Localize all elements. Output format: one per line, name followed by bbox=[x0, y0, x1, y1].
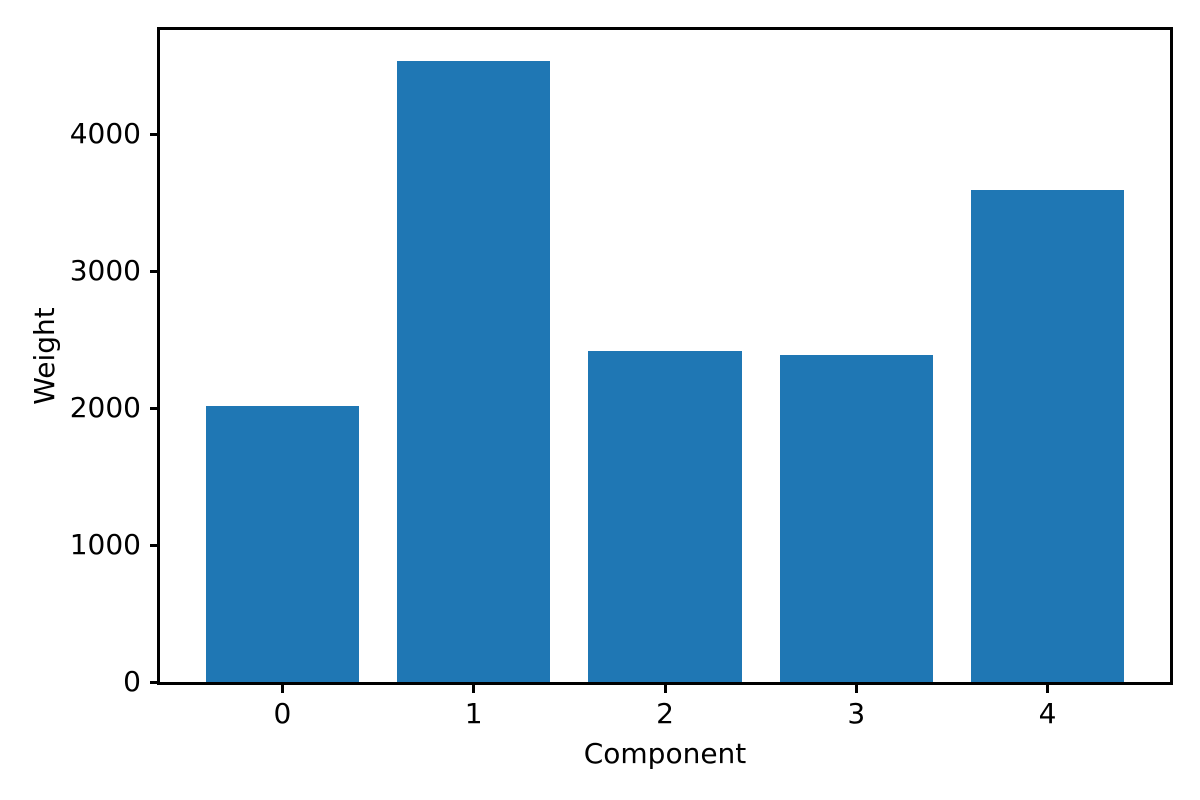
bar-component-3 bbox=[779, 354, 933, 682]
bar-component-0 bbox=[205, 405, 359, 682]
y-tick bbox=[150, 406, 160, 410]
y-tick-label: 4000 bbox=[69, 117, 141, 151]
bar-component-4 bbox=[971, 189, 1125, 682]
y-tick bbox=[150, 132, 160, 136]
y-tick-label: 1000 bbox=[69, 528, 141, 562]
x-tick-label: 0 bbox=[273, 697, 292, 730]
x-tick-label: 1 bbox=[464, 697, 483, 730]
x-tick-label: 2 bbox=[656, 697, 674, 730]
y-tick bbox=[150, 680, 160, 684]
y-tick bbox=[150, 269, 160, 273]
x-tick bbox=[1046, 683, 1050, 693]
bar-component-1 bbox=[397, 60, 551, 682]
y-axis-label: Weight bbox=[28, 307, 61, 405]
x-tick bbox=[854, 683, 858, 693]
x-tick-label: 3 bbox=[847, 697, 866, 730]
x-tick bbox=[280, 683, 284, 693]
bar-component-2 bbox=[588, 351, 742, 682]
x-tick-label: 4 bbox=[1038, 697, 1057, 730]
y-tick bbox=[150, 543, 160, 547]
x-tick bbox=[663, 683, 667, 693]
y-tick-label: 3000 bbox=[69, 254, 141, 288]
y-tick-label: 2000 bbox=[69, 391, 141, 425]
y-tick-label: 0 bbox=[123, 665, 141, 698]
x-tick bbox=[472, 683, 476, 693]
x-axis-label: Component bbox=[583, 737, 747, 770]
